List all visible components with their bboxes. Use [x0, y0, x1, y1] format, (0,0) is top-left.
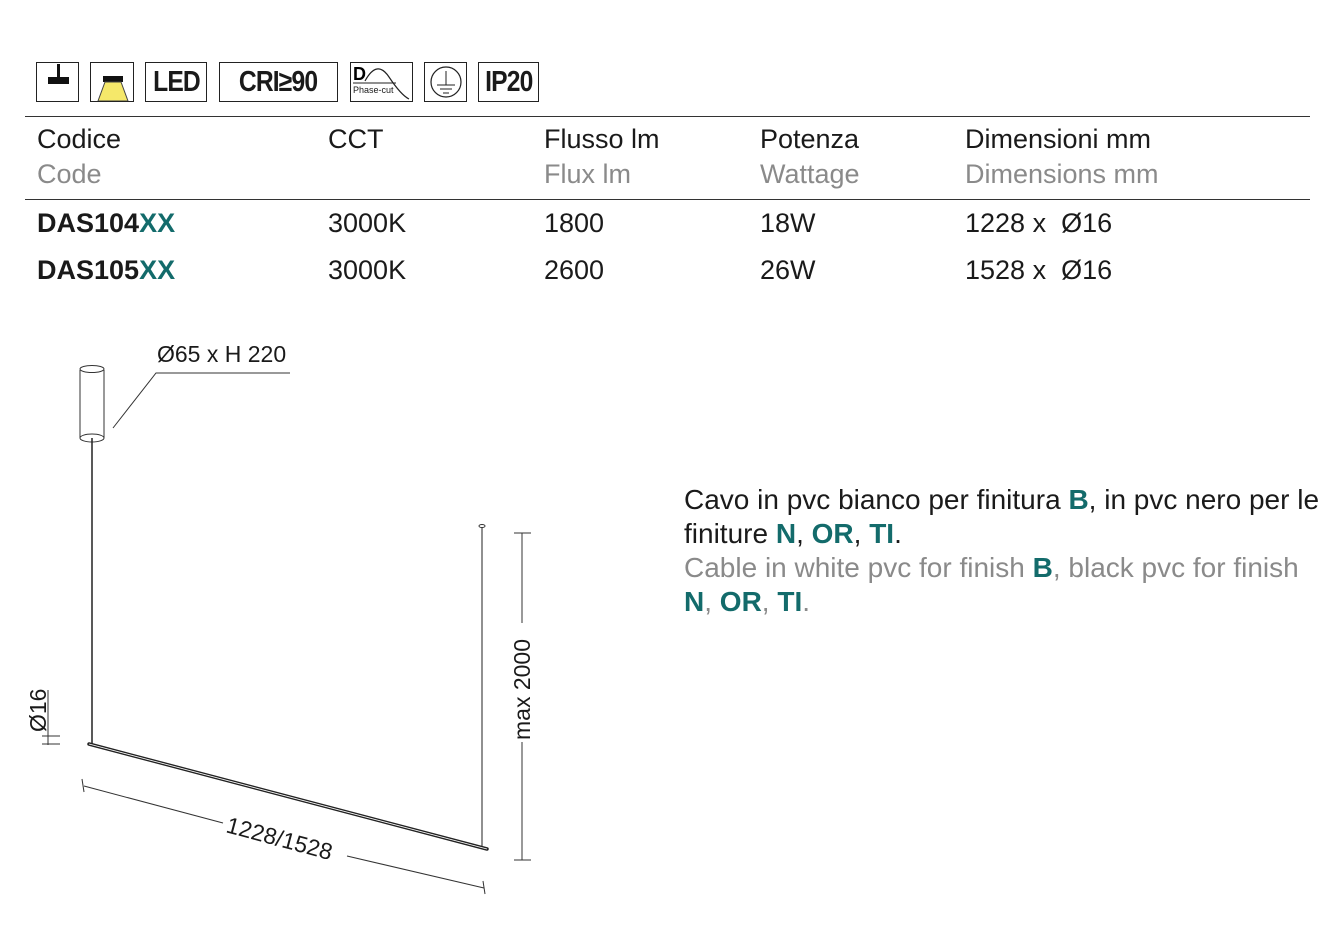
light-bar: [87, 742, 489, 851]
downlight-icon: [90, 62, 134, 102]
product-code: DAS104XX: [37, 208, 176, 238]
canopy: [79, 365, 105, 443]
canopy-leader-line: [112, 372, 290, 429]
ip-rating-badge: IP20: [478, 62, 539, 102]
header-dimensions: Dimensioni mm: [965, 124, 1152, 154]
cct-value: 3000K: [328, 255, 407, 285]
length-dimension-label: 1228/1528: [224, 812, 336, 865]
header-power: Potenza: [760, 124, 860, 154]
header-cct: CCT: [328, 124, 384, 154]
header-code: Codice: [37, 124, 122, 154]
phase-cut-dimmable-icon: D Phase-cut: [350, 62, 413, 102]
description-it: Cavo in pvc bianco per finitura B, in pv…: [684, 484, 1320, 549]
height-dimension-label: max 2000: [509, 639, 535, 740]
table-top-rule: [25, 116, 1310, 117]
cri-badge: CRI≥90: [219, 62, 338, 102]
pendant-mount-icon: [36, 62, 79, 102]
header-flux-en: Flux lm: [544, 159, 631, 189]
diameter-dimension: [42, 690, 60, 745]
header-code-en: Code: [37, 159, 102, 189]
description-en: Cable in white pvc for finish B, black p…: [684, 552, 1299, 617]
led-badge: LED: [145, 62, 207, 102]
header-power-en: Wattage: [760, 159, 860, 189]
table-header-rule: [25, 199, 1310, 200]
power-value: 26W: [760, 255, 816, 285]
flux-value: 1800: [544, 208, 605, 238]
svg-text:D: D: [353, 64, 366, 84]
cct-value: 3000K: [328, 208, 407, 238]
flux-value: 2600: [544, 255, 605, 285]
height-dimension: [514, 532, 531, 861]
diameter-dimension-label: Ø16: [25, 689, 51, 732]
power-value: 18W: [760, 208, 816, 238]
canopy-dimension-label: Ø65 x H 220: [157, 341, 286, 367]
length-dimension: [81, 778, 486, 895]
dimensions-value: 1228 x Ø16: [965, 208, 1113, 238]
product-code: DAS105XX: [37, 255, 176, 285]
earth-ground-icon: [424, 62, 467, 102]
header-flux: Flusso lm: [544, 124, 660, 154]
header-dimensions-en: Dimensions mm: [965, 159, 1159, 189]
dimensions-value: 1528 x Ø16: [965, 255, 1113, 285]
cable-description: Cavo in pvc bianco per finitura B, in pv…: [684, 483, 1324, 619]
